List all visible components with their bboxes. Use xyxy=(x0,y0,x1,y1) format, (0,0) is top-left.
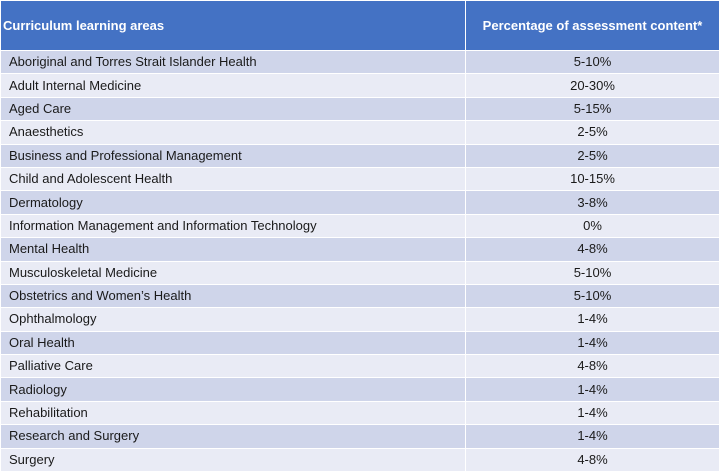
table-row: Radiology 1-4% xyxy=(0,377,719,402)
row-percentage: 2-5% xyxy=(465,143,719,168)
row-area: Surgery xyxy=(0,447,466,473)
table-row: Mental Health 4-8% xyxy=(0,237,719,262)
row-percentage: 1-4% xyxy=(465,377,719,402)
row-percentage: 20-30% xyxy=(465,73,719,98)
row-percentage: 10-15% xyxy=(465,166,719,192)
table-row: Dermatology 3-8% xyxy=(0,190,719,215)
table-row: Aboriginal and Torres Strait Islander He… xyxy=(0,49,719,75)
table-row: Obstetrics and Women’s Health 5-10% xyxy=(0,283,719,309)
row-percentage: 1-4% xyxy=(465,330,719,356)
row-percentage: 4-8% xyxy=(465,354,719,379)
row-area: Musculoskeletal Medicine xyxy=(0,260,466,285)
row-percentage: 3-8% xyxy=(465,190,719,215)
table-row: Child and Adolescent Health 10-15% xyxy=(0,166,719,192)
header-percentage-of-assessment-content: Percentage of assessment content* xyxy=(465,0,719,51)
row-area: Business and Professional Management xyxy=(0,143,466,168)
row-percentage: 4-8% xyxy=(465,447,719,473)
row-area: Radiology xyxy=(0,377,466,402)
table-row: Adult Internal Medicine 20-30% xyxy=(0,73,719,98)
row-percentage: 4-8% xyxy=(465,237,719,262)
table-row: Oral Health 1-4% xyxy=(0,330,719,356)
row-area: Mental Health xyxy=(0,237,466,262)
header-curriculum-learning-areas: Curriculum learning areas xyxy=(0,0,466,51)
row-area: Rehabilitation xyxy=(0,400,466,426)
table-row: Ophthalmology 1-4% xyxy=(0,307,719,332)
row-percentage: 5-10% xyxy=(465,49,719,75)
table-row: Surgery 4-8% xyxy=(0,447,719,473)
row-area: Oral Health xyxy=(0,330,466,356)
table-row: Musculoskeletal Medicine 5-10% xyxy=(0,260,719,285)
table-row: Anaesthetics 2-5% xyxy=(0,120,719,145)
row-area: Anaesthetics xyxy=(0,120,466,145)
row-percentage: 5-10% xyxy=(465,283,719,309)
row-area: Aged Care xyxy=(0,96,466,122)
row-percentage: 1-4% xyxy=(465,307,719,332)
row-area: Adult Internal Medicine xyxy=(0,73,466,98)
row-percentage: 1-4% xyxy=(465,400,719,426)
row-area: Dermatology xyxy=(0,190,466,215)
table-row: Rehabilitation 1-4% xyxy=(0,400,719,426)
row-area: Obstetrics and Women’s Health xyxy=(0,283,466,309)
table-row: Research and Surgery 1-4% xyxy=(0,424,719,449)
row-area: Aboriginal and Torres Strait Islander He… xyxy=(0,49,466,75)
table-row: Palliative Care 4-8% xyxy=(0,354,719,379)
row-percentage: 0% xyxy=(465,213,719,239)
row-area: Ophthalmology xyxy=(0,307,466,332)
row-percentage: 1-4% xyxy=(465,424,719,449)
table-row: Information Management and Information T… xyxy=(0,213,719,239)
row-area: Child and Adolescent Health xyxy=(0,166,466,192)
row-percentage: 2-5% xyxy=(465,120,719,145)
row-percentage: 5-15% xyxy=(465,96,719,122)
table-row: Aged Care 5-15% xyxy=(0,96,719,122)
table-row: Business and Professional Management 2-5… xyxy=(0,143,719,168)
row-percentage: 5-10% xyxy=(465,260,719,285)
row-area: Palliative Care xyxy=(0,354,466,379)
row-area: Research and Surgery xyxy=(0,424,466,449)
row-area: Information Management and Information T… xyxy=(0,213,466,239)
table-header-row: Curriculum learning areas Percentage of … xyxy=(0,0,719,51)
